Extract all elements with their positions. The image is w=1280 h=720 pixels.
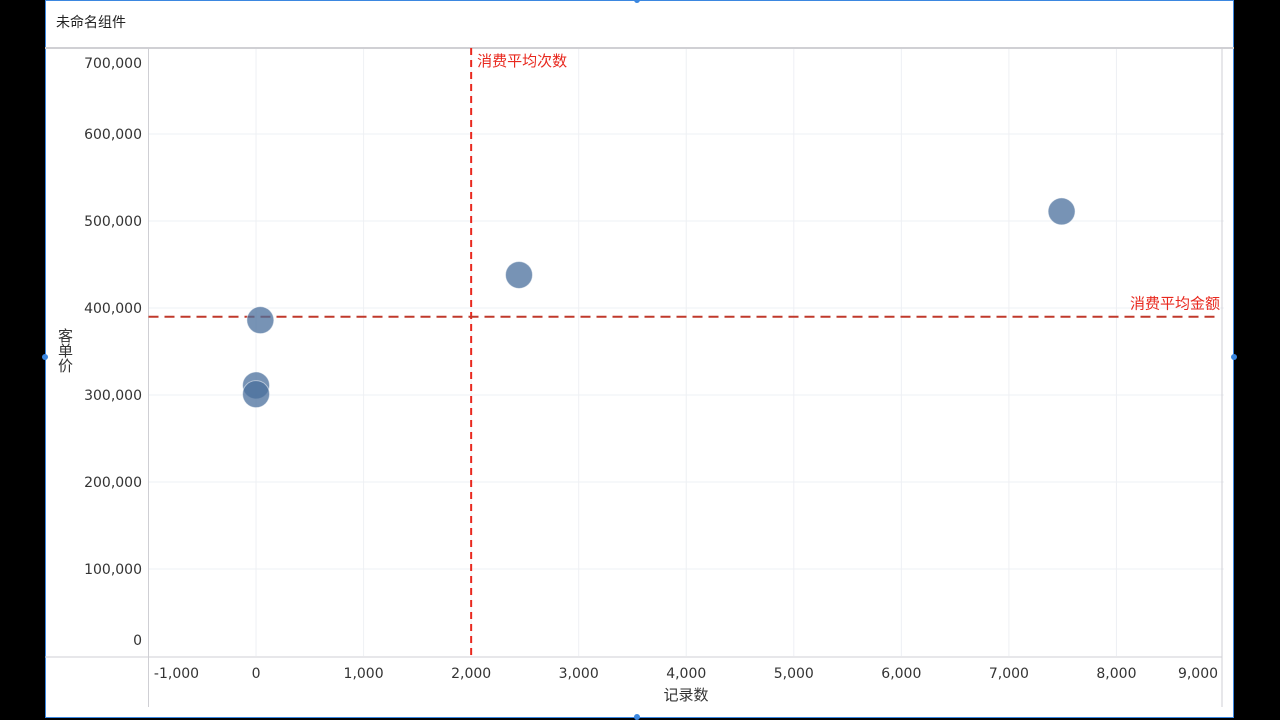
x-axis-label: 记录数 <box>663 686 708 704</box>
y-tick-label: 200,000 <box>84 475 142 491</box>
y-tick-label: 400,000 <box>84 301 142 317</box>
y-tick-label: 300,000 <box>84 388 142 404</box>
y-tick-label: 0 <box>133 633 142 649</box>
data-point <box>246 306 275 335</box>
y-axis-label: 客单价 <box>56 328 74 373</box>
y-tick-label: 500,000 <box>84 214 142 230</box>
resize-handle-left[interactable] <box>42 354 48 360</box>
x-tick-label: 0 <box>252 666 261 682</box>
x-tick-label: 6,000 <box>881 666 921 682</box>
x-tick-label: 3,000 <box>559 666 599 682</box>
x-tick-label: 5,000 <box>774 666 814 682</box>
resize-handle-top[interactable] <box>634 0 640 3</box>
x-tick-label: 2,000 <box>451 666 491 682</box>
reference-line-label: 消费平均次数 <box>477 52 567 70</box>
resize-handle-bottom[interactable] <box>634 714 640 720</box>
data-point <box>505 260 534 289</box>
x-tick-label: 8,000 <box>1096 666 1136 682</box>
y-tick-label: 700,000 <box>84 56 142 72</box>
reference-line-label: 消费平均金额 <box>1130 295 1220 313</box>
component-title: 未命名组件 <box>56 15 126 31</box>
x-tick-label: 4,000 <box>666 666 706 682</box>
data-point <box>1047 197 1076 226</box>
x-tick-label: 7,000 <box>989 666 1029 682</box>
data-point <box>242 380 271 409</box>
points <box>242 197 1076 409</box>
x-tick-label: 9,000 <box>1178 666 1218 682</box>
chart-component-panel[interactable] <box>45 0 1234 718</box>
x-tick-label: 1,000 <box>344 666 384 682</box>
y-tick-label: 100,000 <box>84 562 142 578</box>
resize-handle-right[interactable] <box>1231 354 1237 360</box>
axes: -1,000 0 1,000 2,000 3,000 4,000 5,000 6,000 7,0… <box>45 47 1234 707</box>
grid <box>148 47 1224 656</box>
x-tick-label: -1,000 <box>154 666 199 682</box>
y-tick-label: 600,000 <box>84 127 142 143</box>
